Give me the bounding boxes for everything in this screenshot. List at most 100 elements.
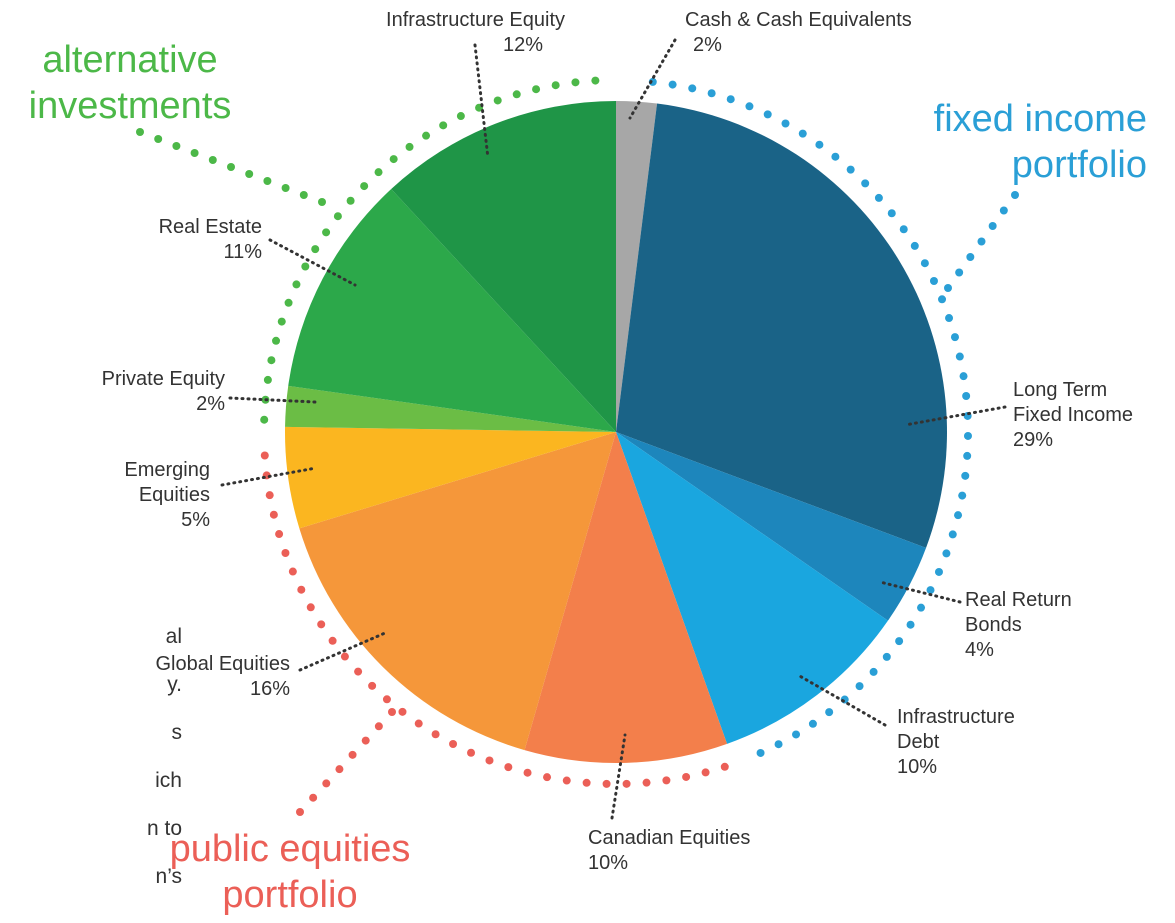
group-dot bbox=[955, 268, 964, 277]
group-dot bbox=[726, 95, 735, 104]
pie-slice bbox=[616, 101, 658, 432]
group-dot bbox=[551, 81, 560, 90]
side-text: al bbox=[166, 625, 182, 649]
side-line: s bbox=[171, 721, 183, 744]
group-dot bbox=[917, 603, 926, 612]
pie-slice bbox=[616, 432, 888, 744]
category-label: Long Term Fixed Income bbox=[1013, 379, 1134, 426]
group-dot bbox=[275, 530, 284, 539]
group-dot bbox=[929, 277, 938, 286]
value-label: 11% bbox=[223, 241, 262, 263]
group-dot bbox=[389, 155, 398, 164]
group-dot bbox=[855, 682, 864, 691]
group-dot bbox=[398, 707, 407, 716]
group-dot bbox=[318, 198, 326, 206]
group-dot bbox=[306, 603, 315, 612]
group-dot bbox=[431, 730, 440, 739]
group-dot bbox=[322, 228, 331, 237]
group-dot bbox=[456, 112, 465, 121]
group-dot bbox=[815, 140, 824, 149]
group-dot bbox=[485, 756, 494, 765]
slice-label: Infrastructure Debt 10% bbox=[897, 705, 1047, 780]
group-dot bbox=[414, 719, 423, 728]
value-label: 10% bbox=[897, 756, 938, 778]
group-dot bbox=[861, 179, 870, 188]
group-dot bbox=[792, 730, 801, 739]
group-dot bbox=[774, 740, 783, 749]
group-dot bbox=[311, 245, 320, 254]
group-dot bbox=[296, 808, 304, 816]
pie-slice bbox=[285, 385, 616, 432]
group-dot bbox=[368, 681, 377, 690]
leader-line bbox=[878, 580, 962, 604]
group-dot bbox=[281, 184, 290, 192]
group-label: alternative investments bbox=[5, 37, 255, 129]
group-dot bbox=[269, 510, 278, 519]
group-dot bbox=[260, 451, 269, 460]
group-dot bbox=[808, 719, 817, 728]
group-dot bbox=[910, 241, 919, 250]
value-label: 16% bbox=[249, 678, 290, 700]
group-dot bbox=[281, 548, 290, 557]
group-dot bbox=[582, 778, 591, 787]
group-dot bbox=[963, 431, 972, 440]
group-dot bbox=[950, 333, 959, 342]
group-dot bbox=[966, 253, 975, 261]
group-dot bbox=[354, 667, 363, 676]
group-dot bbox=[263, 375, 272, 384]
group-dot bbox=[340, 652, 349, 661]
group-dot bbox=[360, 182, 369, 191]
group-dot bbox=[374, 168, 383, 177]
group-dot bbox=[688, 84, 697, 93]
group-dot bbox=[756, 748, 765, 757]
value-label: 2% bbox=[693, 34, 722, 56]
group-dot bbox=[668, 80, 677, 89]
group-dot bbox=[825, 708, 834, 717]
category-label: Real Estate bbox=[158, 216, 262, 238]
slice-label: Private Equity 2% bbox=[102, 367, 225, 417]
group-dot bbox=[467, 748, 476, 757]
side-line: al bbox=[165, 625, 182, 648]
slice-label: Infrastructure Equity 12% bbox=[305, 8, 565, 58]
group-dot bbox=[504, 763, 513, 772]
group-dot bbox=[260, 415, 269, 424]
leader-line bbox=[610, 733, 627, 820]
group-dot bbox=[374, 722, 383, 731]
group-dot bbox=[309, 793, 318, 802]
group-dot bbox=[961, 471, 970, 480]
group-dot bbox=[999, 206, 1008, 215]
group-dot bbox=[532, 85, 541, 94]
group-dot bbox=[361, 736, 370, 745]
group-dot bbox=[938, 295, 947, 304]
group-dot bbox=[439, 121, 448, 130]
group-dot bbox=[523, 768, 532, 777]
group-label: fixed income portfolio bbox=[847, 96, 1147, 188]
group-dot bbox=[543, 773, 552, 782]
group-dot bbox=[335, 765, 344, 774]
group-dot bbox=[954, 511, 963, 520]
value-label: 2% bbox=[196, 393, 225, 415]
pie-slice bbox=[299, 432, 616, 751]
group-dot bbox=[831, 152, 840, 161]
group-dot bbox=[945, 314, 954, 323]
leader-line bbox=[228, 396, 317, 404]
slice-label: Long Term Fixed Income 29% bbox=[1013, 378, 1153, 453]
group-dot bbox=[322, 779, 331, 788]
group-dot bbox=[301, 262, 310, 271]
group-dot bbox=[299, 191, 308, 199]
group-dot bbox=[571, 78, 580, 87]
group-dot bbox=[882, 652, 891, 661]
group-dot bbox=[926, 586, 935, 595]
pie-slice bbox=[391, 101, 616, 432]
pie-slice bbox=[616, 432, 927, 621]
value-label: 10% bbox=[588, 852, 629, 874]
category-label: Cash & Cash Equivalents bbox=[685, 9, 912, 31]
group-dot bbox=[136, 128, 144, 136]
group-dot bbox=[869, 667, 878, 676]
group-dot bbox=[328, 636, 337, 645]
category-label: Real Return Bonds bbox=[965, 589, 1072, 636]
category-label: Infrastructure Debt bbox=[897, 706, 1015, 753]
side-line: y. bbox=[167, 673, 182, 696]
group-dot bbox=[642, 778, 651, 787]
